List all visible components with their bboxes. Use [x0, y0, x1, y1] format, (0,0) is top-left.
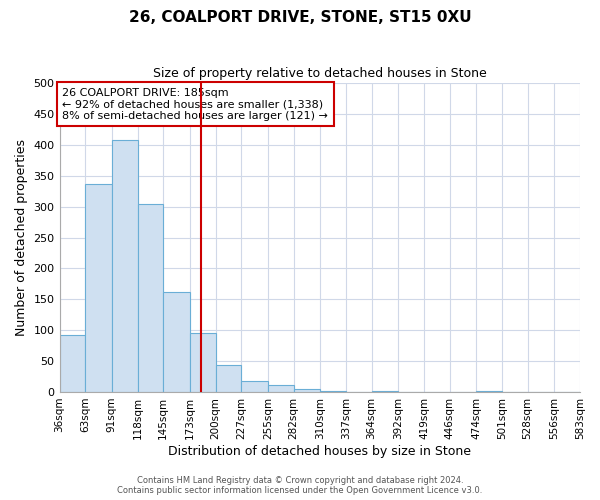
Bar [268, 385, 293, 392]
Text: 26, COALPORT DRIVE, STONE, ST15 0XU: 26, COALPORT DRIVE, STONE, ST15 0XU [128, 10, 472, 25]
X-axis label: Distribution of detached houses by size in Stone: Distribution of detached houses by size … [168, 444, 471, 458]
Bar [320, 390, 346, 392]
Bar [137, 204, 163, 392]
Y-axis label: Number of detached properties: Number of detached properties [15, 139, 28, 336]
Bar [59, 334, 85, 392]
Bar [190, 332, 215, 392]
Text: 26 COALPORT DRIVE: 185sqm
← 92% of detached houses are smaller (1,338)
8% of sem: 26 COALPORT DRIVE: 185sqm ← 92% of detac… [62, 88, 328, 121]
Bar [241, 381, 268, 392]
Bar [215, 365, 241, 392]
Title: Size of property relative to detached houses in Stone: Size of property relative to detached ho… [153, 68, 487, 80]
Bar [371, 390, 398, 392]
Bar [163, 292, 190, 392]
Text: Contains HM Land Registry data © Crown copyright and database right 2024.
Contai: Contains HM Land Registry data © Crown c… [118, 476, 482, 495]
Bar [112, 140, 137, 392]
Bar [293, 389, 320, 392]
Bar [85, 184, 112, 392]
Bar [476, 390, 502, 392]
Bar [580, 390, 600, 392]
